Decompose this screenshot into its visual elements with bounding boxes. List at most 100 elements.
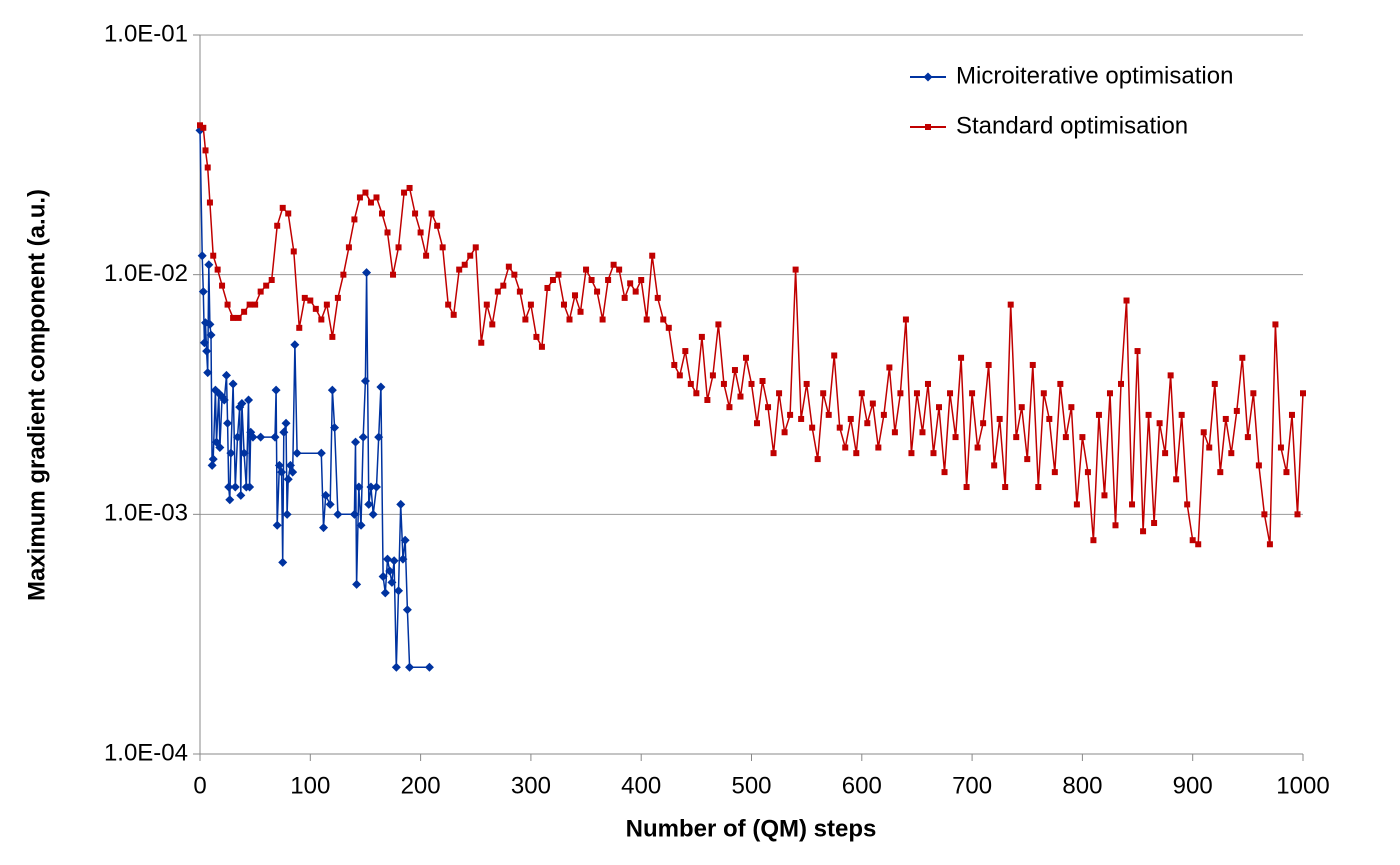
x-tick-label: 300	[511, 772, 551, 799]
marker	[233, 432, 243, 442]
y-axis-title: Maximum gradient component (a.u.)	[23, 189, 50, 601]
marker	[897, 390, 904, 397]
marker	[792, 266, 799, 273]
marker	[301, 294, 308, 301]
marker	[241, 308, 248, 315]
marker	[333, 509, 343, 519]
marker	[836, 424, 843, 431]
marker	[737, 393, 744, 400]
marker	[374, 432, 384, 442]
marker	[511, 271, 518, 278]
marker	[1051, 469, 1058, 476]
marker	[1189, 537, 1196, 544]
marker	[649, 252, 656, 259]
marker	[330, 423, 340, 433]
marker	[533, 333, 540, 340]
marker	[204, 260, 214, 270]
marker	[292, 448, 302, 458]
marker	[202, 346, 212, 356]
marker	[1211, 380, 1218, 387]
marker	[239, 448, 249, 458]
y-tick-label: 1.0E-04	[104, 739, 188, 766]
marker	[203, 368, 213, 378]
marker	[1173, 476, 1180, 483]
marker	[396, 499, 406, 509]
marker	[290, 340, 300, 350]
marker	[654, 294, 661, 301]
marker	[693, 390, 700, 397]
marker	[376, 382, 386, 392]
marker	[323, 301, 330, 308]
marker	[566, 316, 573, 323]
marker	[1013, 434, 1020, 441]
marker	[373, 194, 380, 201]
marker	[358, 432, 368, 442]
marker	[1145, 411, 1152, 418]
marker	[385, 566, 395, 576]
marker	[1118, 380, 1125, 387]
marker	[406, 184, 413, 191]
marker	[1040, 390, 1047, 397]
marker	[853, 450, 860, 457]
marker	[417, 229, 424, 236]
marker	[682, 348, 689, 355]
marker	[1079, 434, 1086, 441]
x-tick-label: 400	[621, 772, 661, 799]
marker	[627, 280, 634, 287]
marker	[886, 364, 893, 371]
series-line	[199, 130, 430, 669]
marker	[204, 164, 211, 171]
x-axis-title: Number of (QM) steps	[626, 815, 877, 842]
marker	[228, 379, 238, 389]
marker	[364, 499, 374, 509]
marker	[389, 556, 399, 566]
marker	[256, 432, 266, 442]
marker	[803, 380, 810, 387]
marker	[445, 301, 452, 308]
marker	[605, 277, 612, 284]
x-tick-label: 1000	[1276, 772, 1329, 799]
marker	[283, 474, 293, 484]
x-tick-label: 200	[401, 772, 441, 799]
marker	[439, 244, 446, 251]
marker	[219, 282, 226, 289]
marker	[354, 482, 364, 492]
x-tick-label: 600	[842, 772, 882, 799]
marker	[748, 380, 755, 387]
marker	[237, 399, 247, 409]
marker	[272, 520, 282, 530]
marker	[820, 390, 827, 397]
marker	[1300, 390, 1306, 397]
marker	[715, 321, 722, 328]
marker	[383, 554, 393, 564]
marker	[1024, 456, 1031, 463]
marker	[362, 268, 372, 278]
marker	[483, 301, 490, 308]
marker	[941, 469, 948, 476]
marker	[395, 244, 402, 251]
marker	[214, 266, 221, 273]
marker	[572, 292, 579, 299]
marker	[206, 330, 216, 340]
marker	[270, 432, 280, 442]
marker	[759, 378, 766, 385]
marker	[478, 339, 485, 346]
marker	[1156, 420, 1163, 427]
marker	[244, 395, 254, 405]
marker	[282, 509, 292, 519]
marker	[869, 400, 876, 407]
marker	[296, 324, 303, 331]
marker	[985, 361, 992, 368]
marker	[974, 444, 981, 451]
marker	[1250, 390, 1257, 397]
marker	[210, 252, 217, 259]
marker	[1266, 541, 1273, 548]
marker	[947, 390, 954, 397]
marker	[263, 282, 270, 289]
marker	[924, 380, 931, 387]
marker	[351, 216, 358, 223]
marker	[235, 314, 242, 321]
marker	[902, 316, 909, 323]
marker	[197, 251, 207, 261]
